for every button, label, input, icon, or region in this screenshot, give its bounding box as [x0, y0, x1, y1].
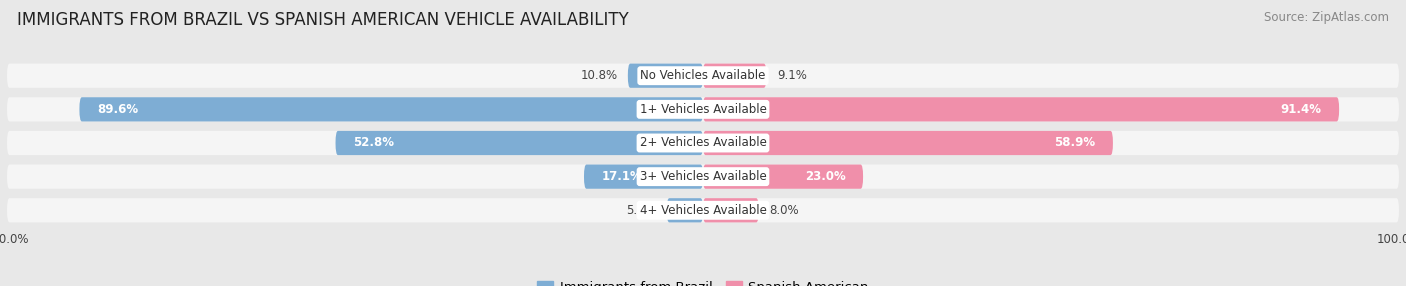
FancyBboxPatch shape	[703, 131, 1114, 155]
Text: 5.2%: 5.2%	[627, 204, 657, 217]
FancyBboxPatch shape	[703, 97, 1339, 122]
FancyBboxPatch shape	[7, 97, 1399, 122]
Text: 52.8%: 52.8%	[353, 136, 394, 150]
Text: 9.1%: 9.1%	[776, 69, 807, 82]
Text: 1+ Vehicles Available: 1+ Vehicles Available	[640, 103, 766, 116]
FancyBboxPatch shape	[79, 97, 703, 122]
Text: Source: ZipAtlas.com: Source: ZipAtlas.com	[1264, 11, 1389, 24]
FancyBboxPatch shape	[583, 164, 703, 189]
FancyBboxPatch shape	[7, 63, 1399, 88]
Text: IMMIGRANTS FROM BRAZIL VS SPANISH AMERICAN VEHICLE AVAILABILITY: IMMIGRANTS FROM BRAZIL VS SPANISH AMERIC…	[17, 11, 628, 29]
Legend: Immigrants from Brazil, Spanish American: Immigrants from Brazil, Spanish American	[531, 275, 875, 286]
Text: 4+ Vehicles Available: 4+ Vehicles Available	[640, 204, 766, 217]
FancyBboxPatch shape	[703, 164, 863, 189]
Text: 2+ Vehicles Available: 2+ Vehicles Available	[640, 136, 766, 150]
Text: 91.4%: 91.4%	[1281, 103, 1322, 116]
FancyBboxPatch shape	[703, 198, 759, 223]
Text: 58.9%: 58.9%	[1054, 136, 1095, 150]
FancyBboxPatch shape	[336, 131, 703, 155]
FancyBboxPatch shape	[628, 63, 703, 88]
FancyBboxPatch shape	[7, 131, 1399, 155]
Text: 3+ Vehicles Available: 3+ Vehicles Available	[640, 170, 766, 183]
Text: 8.0%: 8.0%	[769, 204, 799, 217]
Text: 89.6%: 89.6%	[97, 103, 138, 116]
FancyBboxPatch shape	[666, 198, 703, 223]
Text: 10.8%: 10.8%	[581, 69, 617, 82]
FancyBboxPatch shape	[703, 63, 766, 88]
FancyBboxPatch shape	[7, 164, 1399, 189]
FancyBboxPatch shape	[7, 198, 1399, 223]
Text: No Vehicles Available: No Vehicles Available	[640, 69, 766, 82]
Text: 23.0%: 23.0%	[804, 170, 845, 183]
Text: 17.1%: 17.1%	[602, 170, 643, 183]
